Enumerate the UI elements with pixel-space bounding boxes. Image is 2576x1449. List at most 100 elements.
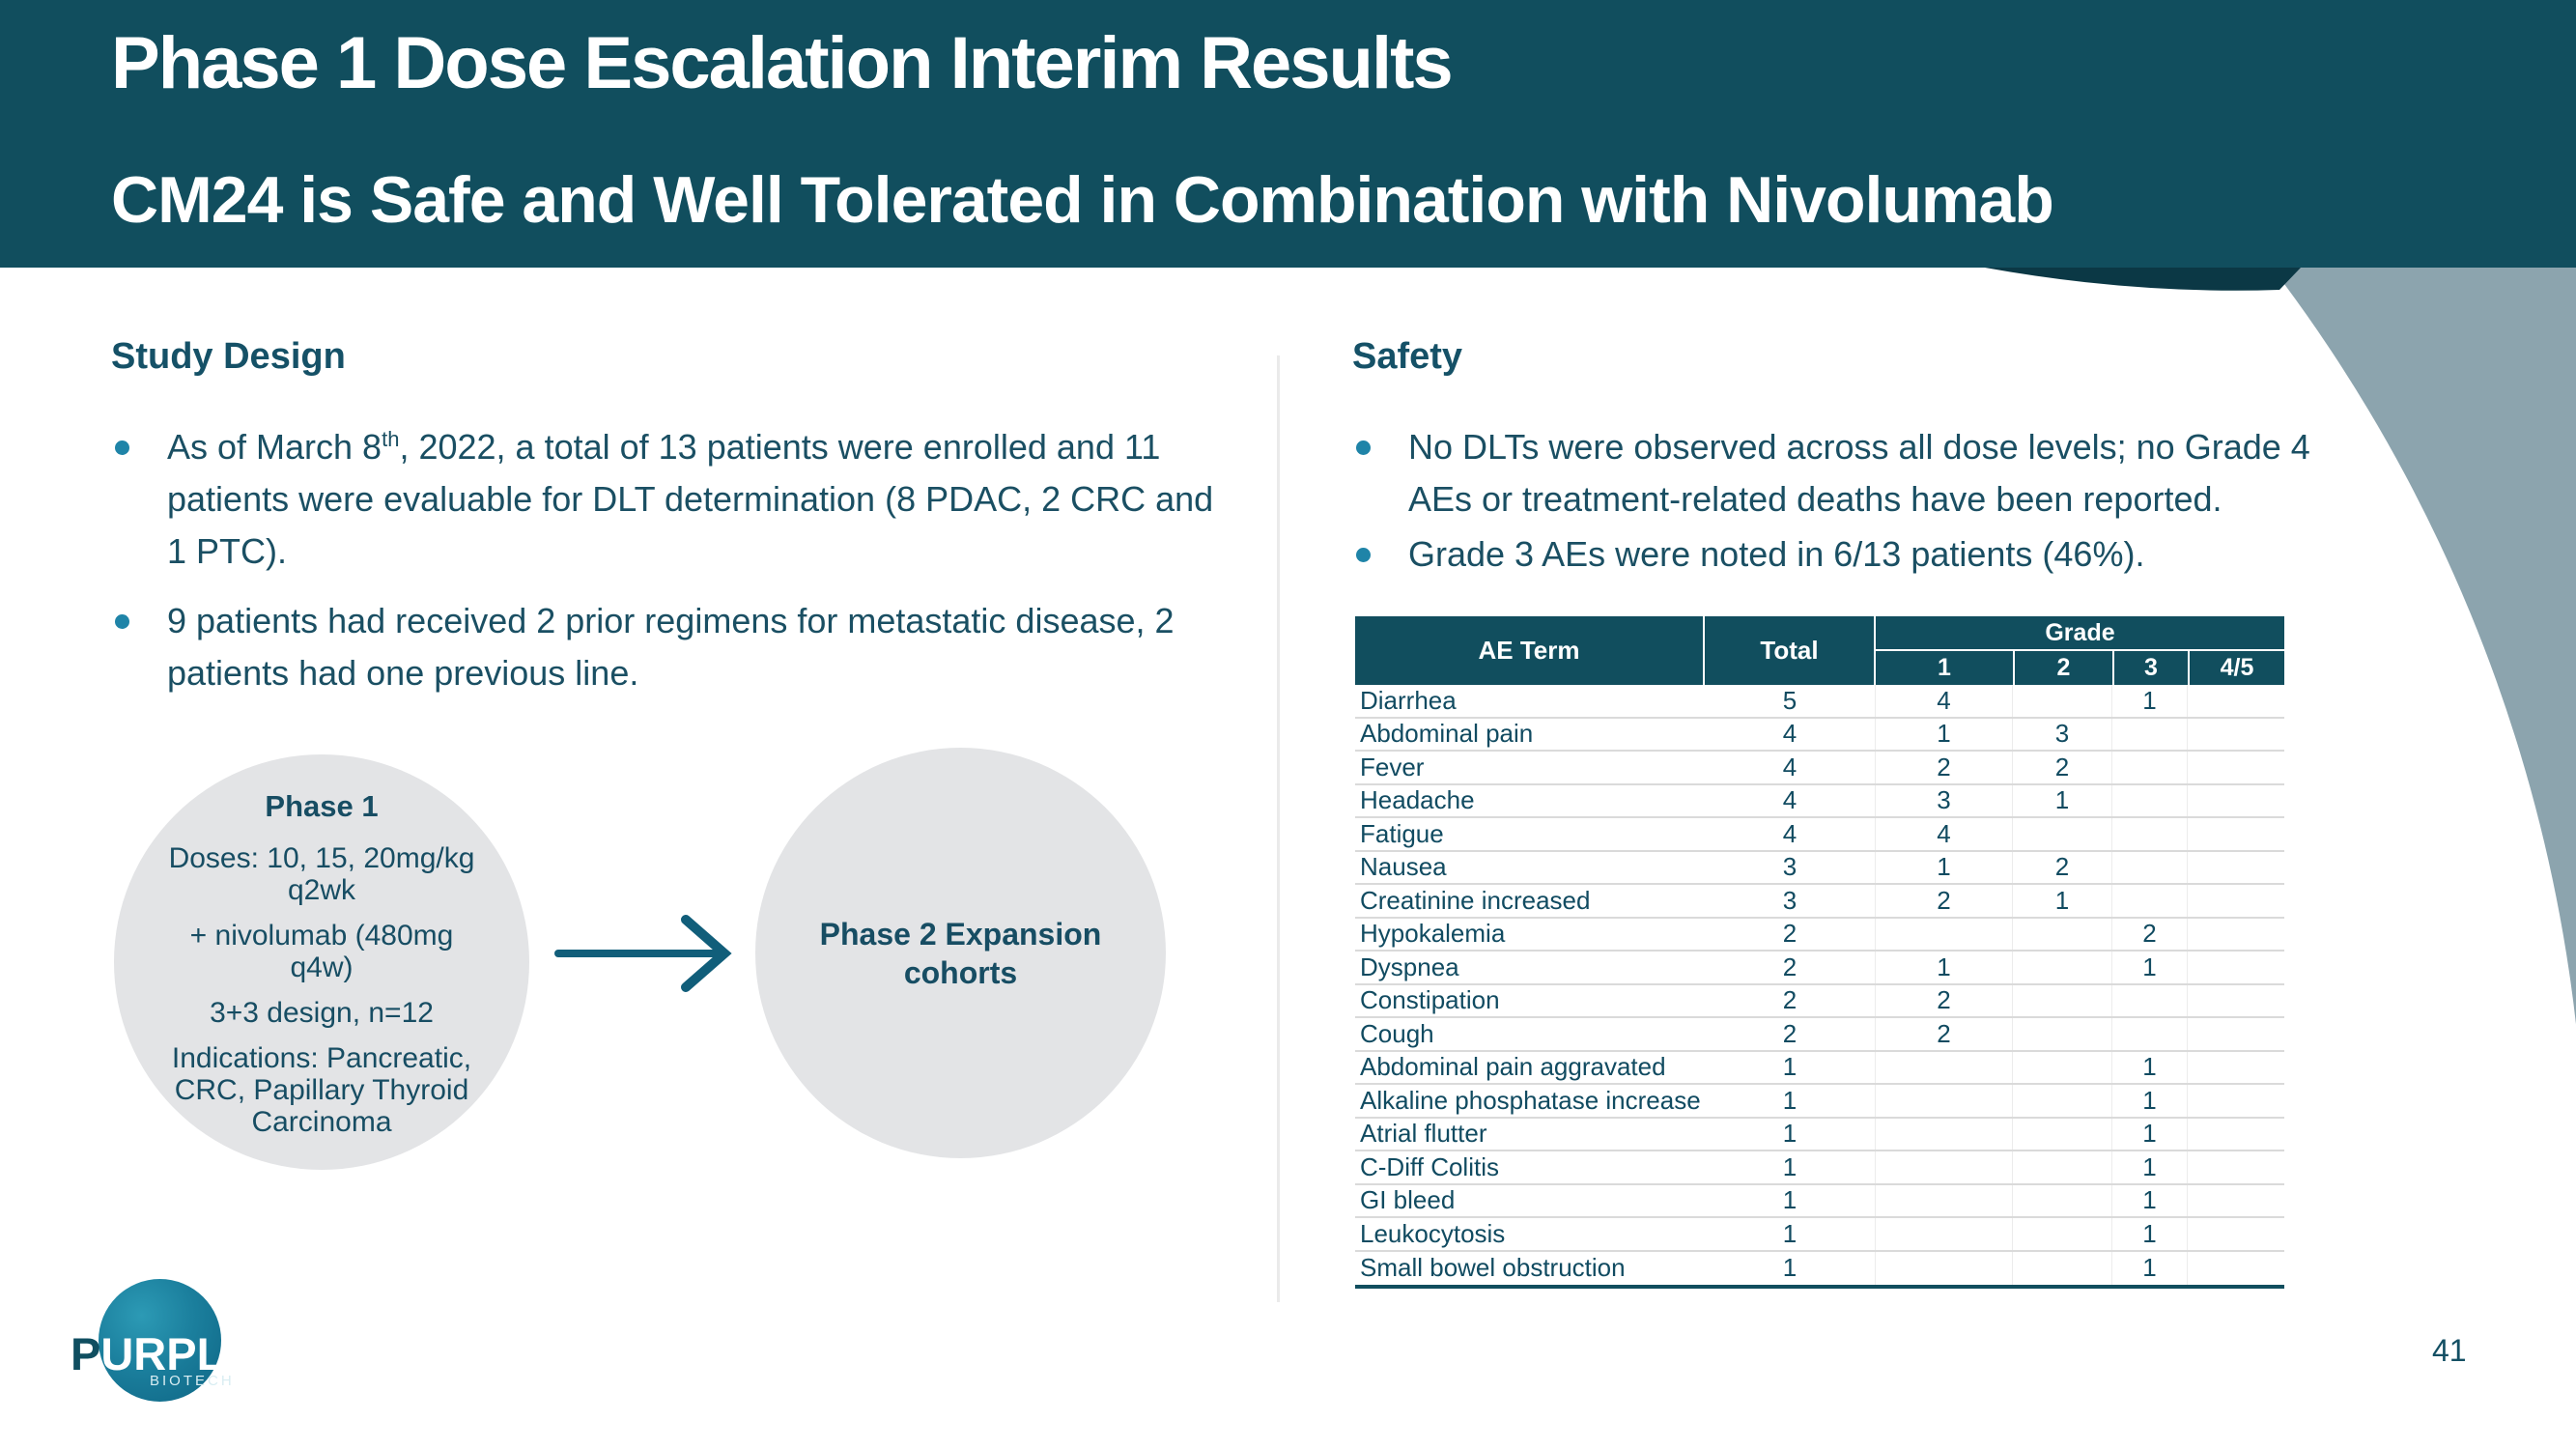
table-row: Dyspnea 2 1 1 bbox=[1355, 952, 2284, 985]
cell-ae-term: Small bowel obstruction bbox=[1360, 1253, 1626, 1283]
cell-total: 1 bbox=[1705, 1118, 1876, 1150]
phase1-indications: Indications: Pancreatic, CRC, Papillary … bbox=[171, 1042, 472, 1138]
cell-g3 bbox=[2112, 818, 2188, 850]
table-row: Atrial flutter 1 1 bbox=[1355, 1118, 2284, 1151]
slide-subtitle: CM24 is Safe and Well Tolerated in Combi… bbox=[111, 163, 2054, 237]
phase1-nivolumab: + nivolumab (480mg q4w) bbox=[189, 920, 454, 983]
cell-g45 bbox=[2188, 752, 2284, 783]
cell-g2: 3 bbox=[2013, 718, 2112, 750]
logo-sub-text: BIOTECH bbox=[150, 1373, 235, 1389]
table-row: Cough 2 2 bbox=[1355, 1018, 2284, 1052]
table-header: AE Term Total Grade 1 2 3 4/5 bbox=[1355, 616, 2284, 685]
cell-g2 bbox=[2013, 1151, 2112, 1183]
cell-g2 bbox=[2013, 918, 2112, 950]
table-row: Diarrhea 5 4 1 bbox=[1355, 685, 2284, 719]
cell-total: 4 bbox=[1705, 818, 1876, 850]
cell-total: 3 bbox=[1705, 851, 1876, 883]
cell-total: 3 bbox=[1705, 885, 1876, 917]
header-band bbox=[0, 0, 2576, 268]
cell-g1: 1 bbox=[1876, 851, 2013, 883]
cell-total: 1 bbox=[1705, 1184, 1876, 1216]
cell-g1 bbox=[1876, 1085, 2013, 1117]
cell-g1 bbox=[1876, 918, 2013, 950]
cell-g1: 2 bbox=[1876, 752, 2013, 783]
table-row: Fever 4 2 2 bbox=[1355, 752, 2284, 785]
column-divider bbox=[1277, 355, 1280, 1302]
cell-g3: 1 bbox=[2112, 685, 2188, 717]
cell-total: 1 bbox=[1705, 1218, 1876, 1250]
cell-total: 1 bbox=[1705, 1251, 1876, 1285]
cell-g3: 1 bbox=[2112, 1051, 2188, 1083]
cell-g45 bbox=[2188, 919, 2284, 951]
cell-g2: 1 bbox=[2013, 784, 2112, 816]
table-row: Abdominal pain 4 1 3 bbox=[1355, 718, 2284, 752]
phase1-doses: Doses: 10, 15, 20mg/kg q2wk bbox=[168, 842, 475, 906]
phase1-circle: Phase 1 Doses: 10, 15, 20mg/kg q2wk + ni… bbox=[114, 754, 529, 1170]
cell-g1 bbox=[1876, 1184, 2013, 1216]
cell-g1: 2 bbox=[1876, 1018, 2013, 1050]
slide-title: Phase 1 Dose Escalation Interim Results bbox=[111, 22, 1454, 104]
phase-arrow bbox=[554, 915, 732, 992]
page-number: 41 bbox=[2432, 1333, 2467, 1368]
cell-total: 1 bbox=[1705, 1085, 1876, 1117]
table-row: Headache 4 3 1 bbox=[1355, 784, 2284, 818]
cell-g45 bbox=[2188, 1018, 2284, 1050]
table-row: Abdominal pain aggravated 1 1 bbox=[1355, 1051, 2284, 1085]
cell-total: 2 bbox=[1705, 952, 1876, 983]
cell-g1: 2 bbox=[1876, 984, 2013, 1016]
cell-g1 bbox=[1876, 1251, 2013, 1285]
cell-ae-term: GI bleed bbox=[1360, 1185, 1456, 1215]
table-body: Diarrhea 5 4 1 Abdominal pain 4 1 3 Fever 4 2 2 Head… bbox=[1355, 685, 2284, 1289]
logo-brand-text: PURPLE bbox=[71, 1328, 255, 1379]
study-bullet-prior-regimens: 9 patients had received 2 prior regimens… bbox=[113, 595, 1238, 699]
safety-heading: Safety bbox=[1352, 336, 1463, 377]
cell-ae-term: C-Diff Colitis bbox=[1360, 1151, 1499, 1181]
table-row: C-Diff Colitis 1 1 bbox=[1355, 1151, 2284, 1185]
cell-g1: 1 bbox=[1876, 718, 2013, 750]
cell-g45 bbox=[2188, 1218, 2284, 1250]
cell-total: 1 bbox=[1705, 1051, 1876, 1083]
dark-teal-wedge bbox=[1985, 268, 2301, 291]
cell-g45 bbox=[2188, 719, 2284, 751]
safety-bullet-dlts: No DLTs were observed across all dose le… bbox=[1354, 421, 2315, 526]
cell-g3 bbox=[2112, 1018, 2188, 1050]
table-row: Nausea 3 1 2 bbox=[1355, 851, 2284, 885]
cell-g1 bbox=[1876, 1151, 2013, 1183]
cell-total: 2 bbox=[1705, 984, 1876, 1016]
cell-ae-term: Alkaline phosphatase increase bbox=[1360, 1085, 1701, 1115]
cell-g3: 1 bbox=[2112, 1184, 2188, 1216]
column-header-grade-3: 3 bbox=[2112, 651, 2188, 685]
cell-g45 bbox=[2188, 685, 2284, 717]
cell-g1 bbox=[1876, 1218, 2013, 1250]
cell-g1: 1 bbox=[1876, 952, 2013, 983]
cell-g2 bbox=[2013, 818, 2112, 850]
cell-g2 bbox=[2013, 1085, 2112, 1117]
cell-ae-term: Abdominal pain aggravated bbox=[1360, 1052, 1666, 1082]
cell-ae-term: Leukocytosis bbox=[1360, 1218, 1506, 1248]
column-header-ae-term: AE Term bbox=[1355, 616, 1705, 685]
cell-ae-term: Fatigue bbox=[1360, 818, 1444, 848]
cell-g3: 1 bbox=[2112, 952, 2188, 983]
cell-g2 bbox=[2013, 984, 2112, 1016]
cell-g2 bbox=[2013, 685, 2112, 717]
cell-total: 2 bbox=[1705, 1018, 1876, 1050]
cell-ae-term: Hypokalemia bbox=[1360, 919, 1506, 949]
purple-biotech-logo: PURPLE BIOTECH bbox=[68, 1273, 255, 1413]
phase2-circle: Phase 2 Expansion cohorts bbox=[755, 748, 1166, 1158]
safety-bullet-list: No DLTs were observed across all dose le… bbox=[1354, 421, 2315, 583]
cell-g2 bbox=[2013, 1218, 2112, 1250]
phase2-circle-title: Phase 2 Expansion cohorts bbox=[819, 916, 1102, 990]
cell-g1: 4 bbox=[1876, 818, 2013, 850]
cell-g2: 2 bbox=[2013, 851, 2112, 883]
cell-total: 4 bbox=[1705, 784, 1876, 816]
table-row: Constipation 2 2 bbox=[1355, 984, 2284, 1018]
cell-g1: 4 bbox=[1876, 685, 2013, 717]
cell-g45 bbox=[2188, 1052, 2284, 1084]
table-row: Hypokalemia 2 2 bbox=[1355, 918, 2284, 952]
bullet-text: No DLTs were observed across all dose le… bbox=[1408, 427, 2310, 519]
study-design-heading: Study Design bbox=[111, 336, 346, 377]
table-row: Leukocytosis 1 1 bbox=[1355, 1218, 2284, 1252]
cell-g2 bbox=[2013, 1184, 2112, 1216]
cell-g3: 2 bbox=[2112, 918, 2188, 950]
